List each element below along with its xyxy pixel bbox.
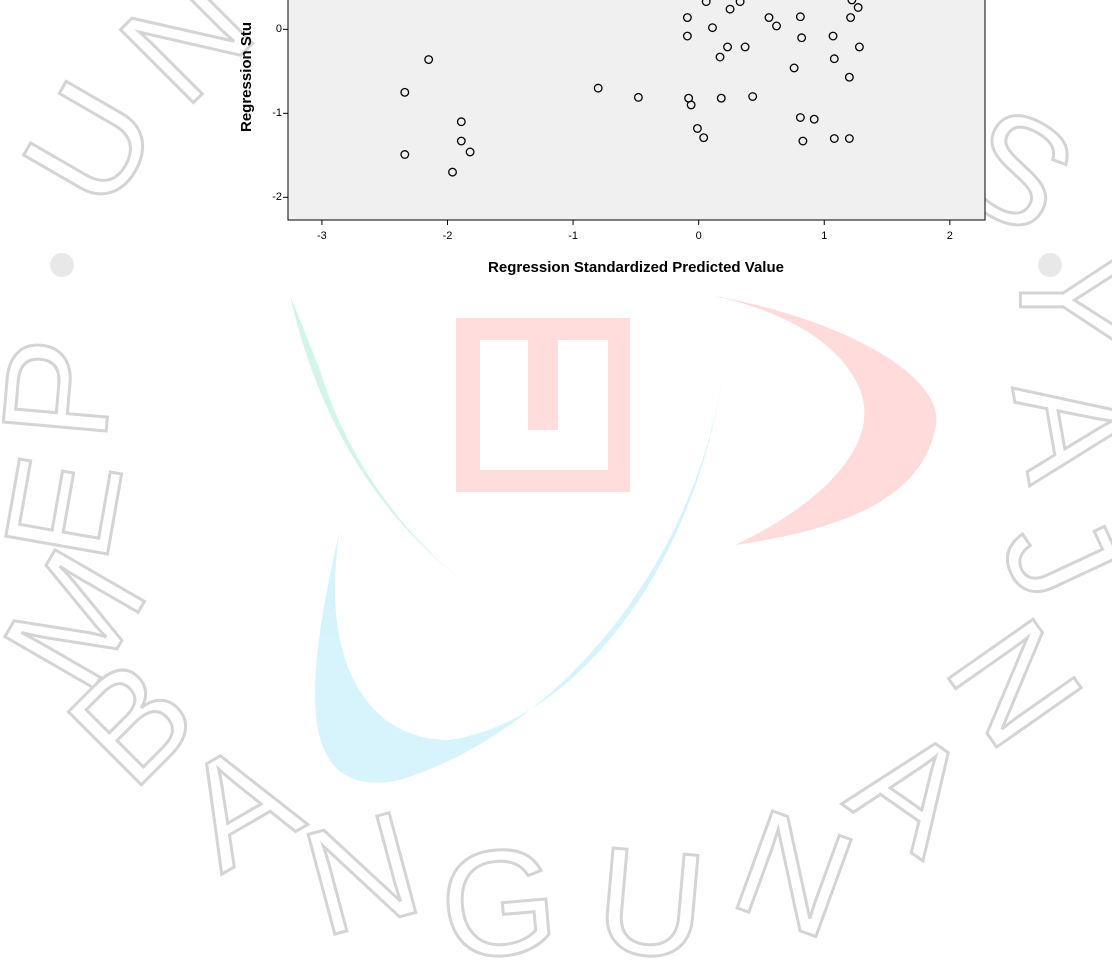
logo-dot: [50, 253, 74, 277]
x-tick-label: 0: [696, 230, 702, 242]
watermark-logo: [50, 253, 1062, 783]
watermark-letter: Y: [988, 250, 1112, 350]
y-tick-label: -1: [272, 107, 282, 119]
watermark-letter: U: [590, 814, 713, 979]
x-tick-label: -3: [317, 230, 327, 242]
watermark-letter: N: [288, 778, 436, 968]
watermark-letter: A: [981, 364, 1112, 492]
logo-blue: [315, 360, 725, 783]
x-tick-label: -2: [443, 230, 453, 242]
watermark-letter: G: [433, 814, 564, 979]
x-axis-title: Regression Standardized Predicted Value: [488, 259, 784, 276]
chart: UNSPEMBANGUNANJAY Regression Standardize…: [0, 0, 1112, 979]
x-tick-label: 2: [947, 230, 953, 242]
logo-red: [710, 295, 936, 545]
watermark-letter: J: [969, 485, 1112, 624]
x-tick-label: 1: [821, 230, 827, 242]
y-axis-title: Regression Stu: [238, 22, 255, 132]
y-tick-label: -2: [272, 191, 282, 203]
y-tick-label: 0: [276, 23, 282, 35]
x-tick-label: -1: [568, 230, 578, 242]
logo-square: [456, 318, 630, 492]
plot-area: [288, 0, 985, 220]
page: UNSPEMBANGUNANJAY Regression Standardize…: [0, 0, 1112, 979]
watermark-letter: P: [0, 332, 146, 446]
